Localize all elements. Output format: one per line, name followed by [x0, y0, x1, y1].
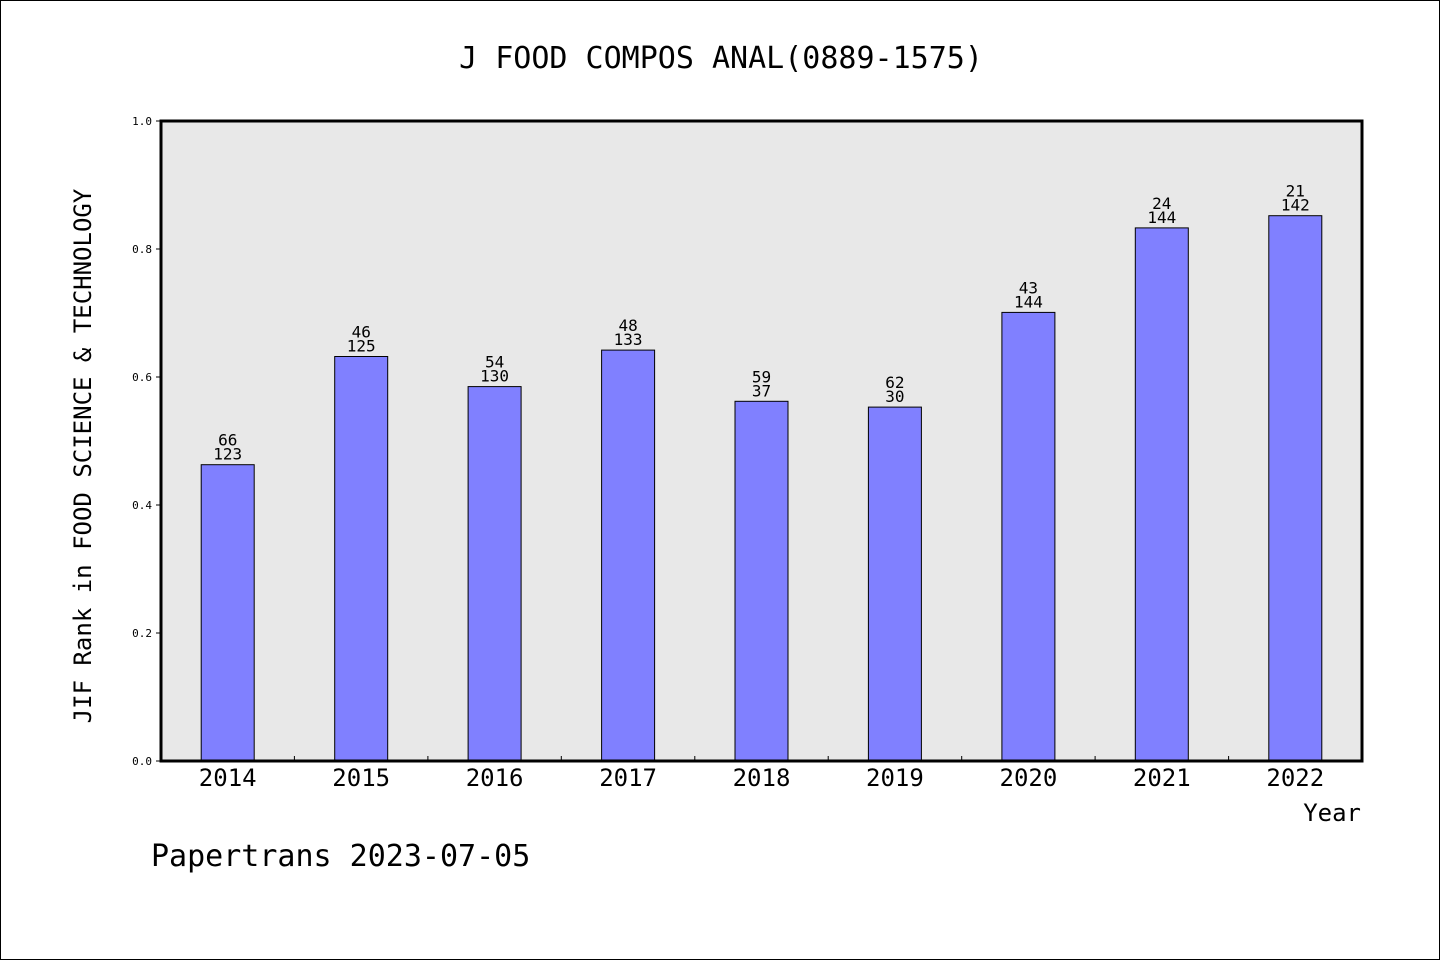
bar-2018: [734, 400, 789, 762]
total-label-2015: 125: [347, 337, 376, 356]
bar-2016: [467, 386, 522, 762]
rank-label-2014: 66: [218, 431, 237, 450]
x-tick-label-2022: 2022: [1266, 764, 1324, 792]
rank-label-2017: 48: [618, 316, 637, 335]
bars-layer: [200, 215, 1323, 762]
x-tick-label-2014: 2014: [199, 764, 257, 792]
rank-label-2016: 54: [485, 353, 504, 372]
y-tick-label-0.0: 0.0: [132, 755, 152, 768]
rank-label-2021: 24: [1152, 194, 1171, 213]
footer-watermark: Papertrans 2023-07-05: [151, 839, 530, 874]
bar-2017: [601, 349, 656, 762]
rank-label-2020: 43: [1019, 278, 1038, 297]
rank-label-2015: 46: [352, 323, 371, 342]
bar-2020: [1001, 311, 1056, 762]
chart-title: J FOOD COMPOS ANAL(0889-1575): [459, 41, 983, 76]
x-tick-label-2020: 2020: [1000, 764, 1058, 792]
total-label-2020: 144: [1014, 292, 1043, 311]
rank-label-2022: 21: [1286, 182, 1305, 201]
plot-border: [159, 119, 1364, 763]
y-tick-label-0.8: 0.8: [132, 243, 152, 256]
bar-2022: [1268, 215, 1323, 762]
total-label-2017: 133: [614, 330, 643, 349]
total-label-2019: 30: [885, 387, 904, 406]
y-tick-label-0.4: 0.4: [132, 499, 152, 512]
x-tick-label-2021: 2021: [1133, 764, 1191, 792]
bar-2014: [200, 464, 255, 762]
rank-label-2018: 59: [752, 367, 771, 386]
y-tick-label-1.0: 1.0: [132, 115, 152, 128]
total-label-2018: 37: [752, 381, 771, 400]
total-label-2022: 142: [1281, 196, 1310, 215]
bar-2019: [867, 406, 922, 762]
x-tick-label-2017: 2017: [599, 764, 657, 792]
x-axis-label: Year: [1303, 799, 1361, 827]
bar-2015: [334, 356, 389, 762]
x-tick-label-2016: 2016: [466, 764, 524, 792]
total-label-2016: 130: [480, 367, 509, 386]
total-label-2021: 144: [1147, 208, 1176, 227]
total-label-2014: 123: [213, 445, 242, 464]
axis-ticks-layer: 2014 2015 2016 2017 2018 2019 2020 2021 2022 0.0 0…: [132, 115, 1324, 792]
rank-label-2019: 62: [885, 373, 904, 392]
x-tick-label-2015: 2015: [332, 764, 390, 792]
y-tick-label-0.2: 0.2: [132, 627, 152, 640]
y-axis-label: JIF Rank in FOOD SCIENCE & TECHNOLOGY: [69, 188, 97, 723]
x-tick-label-2018: 2018: [733, 764, 791, 792]
y-tick-label-0.6: 0.6: [132, 371, 152, 384]
x-tick-label-2019: 2019: [866, 764, 924, 792]
bar-2021: [1134, 227, 1189, 762]
